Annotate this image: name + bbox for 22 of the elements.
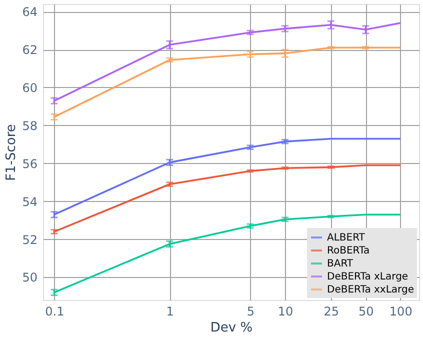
x-tick-label: 50 (358, 304, 374, 318)
y-tick-label: 60 (22, 80, 38, 95)
x-tick-label: 0.1 (45, 304, 64, 318)
y-tick-label: 64 (22, 5, 38, 20)
legend-label: DeBERTa xxLarge (327, 284, 414, 296)
y-tick-label: 50 (22, 270, 38, 285)
y-tick-label: 62 (22, 43, 38, 58)
legend-label: RoBERTa (327, 246, 370, 256)
x-tick-label: 25 (324, 304, 340, 318)
legend-label: BART (327, 258, 354, 270)
x-tick-label: 10 (278, 304, 294, 318)
x-tick-label: 100 (389, 304, 412, 318)
y-tick-label: 54 (22, 194, 38, 209)
y-tick-label: 58 (22, 118, 38, 133)
legend-label: DeBERTa xLarge (327, 272, 408, 282)
legend-label: ALBERT (327, 232, 366, 244)
x-tick-label: 1 (166, 304, 174, 318)
y-tick-label: 56 (22, 156, 38, 171)
y-axis-title: F1-Score (4, 124, 20, 181)
y-tick-label: 52 (22, 232, 38, 247)
x-tick-label: 5 (246, 304, 255, 318)
x-axis-title: Dev % (210, 320, 253, 336)
